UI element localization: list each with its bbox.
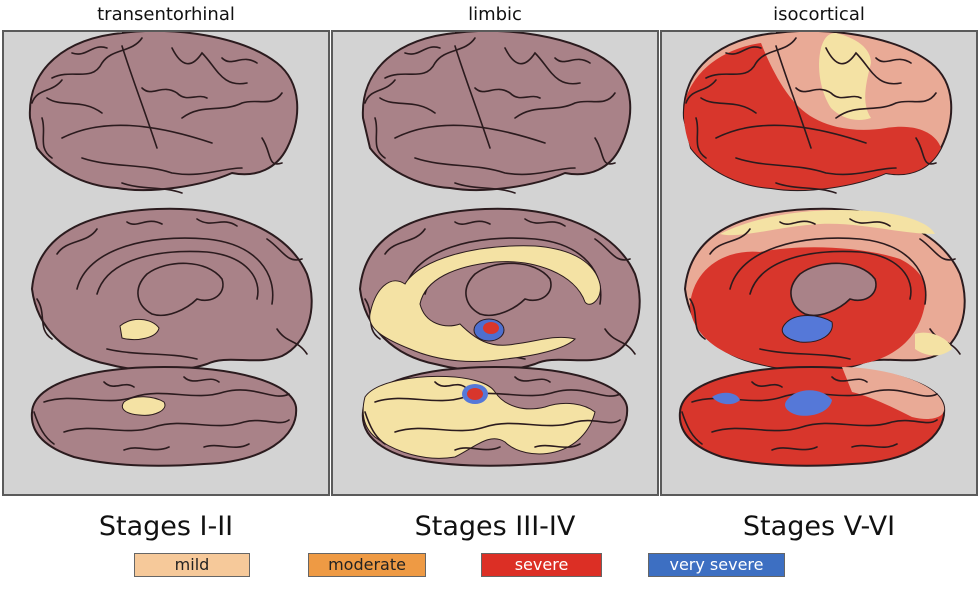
inferior-view-brain (361, 365, 629, 467)
panel-isocortical (660, 30, 978, 496)
medial-view-brain (30, 207, 313, 372)
panel-transentorhinal (2, 30, 330, 496)
column-title-limbic: limbic (468, 4, 522, 25)
inferior-view-brain (30, 365, 298, 467)
panel-limbic (331, 30, 659, 496)
column-title-transentorhinal: transentorhinal (97, 4, 235, 25)
legend-very-severe: very severe (648, 553, 785, 577)
stage-label-i-ii: Stages I-II (98, 511, 234, 542)
legend-severe: severe (481, 553, 602, 577)
lateral-view-brain (28, 32, 299, 194)
legend-mild: mild (134, 553, 250, 577)
stage-label-v-vi: Stages V-VI (742, 511, 896, 542)
legend-moderate: moderate (308, 553, 426, 577)
medial-view-brain (683, 207, 966, 372)
inferior-view-brain (678, 365, 946, 467)
stage-label-iii-iv: Stages III-IV (414, 511, 576, 542)
medial-view-brain (358, 207, 641, 372)
column-title-isocortical: isocortical (773, 4, 865, 25)
lateral-view-brain (361, 32, 632, 194)
lateral-view-brain (682, 32, 953, 194)
